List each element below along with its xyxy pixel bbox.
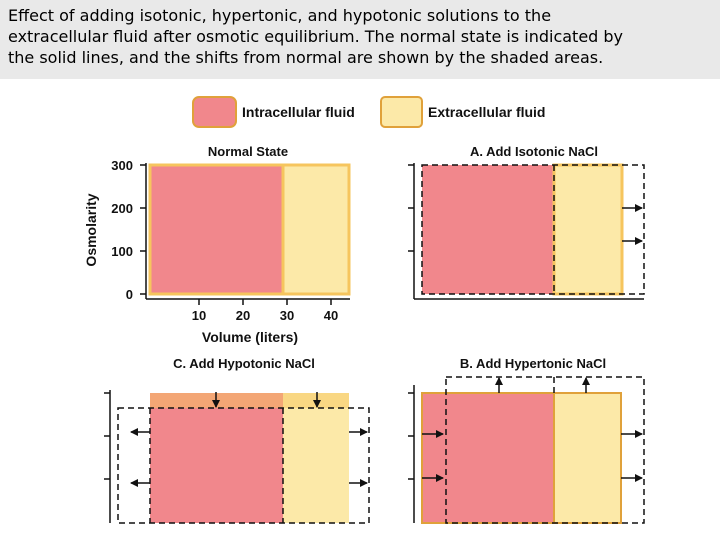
panel-isotonic: A. Add Isotonic NaCl xyxy=(408,144,645,300)
y-ticks xyxy=(104,392,110,480)
legend-label-extracellular: Extracellular fluid xyxy=(428,104,545,120)
y-axis-label: Osmolarity xyxy=(83,193,99,266)
figure-caption: Effect of adding isotonic, hypertonic, a… xyxy=(0,0,720,79)
caption-line-3: the solid lines, and the shifts from nor… xyxy=(8,48,604,67)
intracellular-block xyxy=(150,393,283,523)
y-tick-label-100: 100 xyxy=(111,244,133,259)
normal-state-outline xyxy=(150,393,349,408)
extracellular-block xyxy=(554,393,621,523)
y-ticks xyxy=(140,164,146,295)
panel-title-hypertonic: B. Add Hypertonic NaCl xyxy=(460,356,606,371)
extracellular-block xyxy=(554,165,621,294)
shifted-state-outline xyxy=(421,164,645,295)
legend-swatch-intracellular xyxy=(192,96,237,128)
y-tick-label-300: 300 xyxy=(111,158,133,173)
panel-hypertonic: B. Add Hypertonic NaCl xyxy=(408,356,645,524)
panel-title-hypotonic: C. Add Hypotonic NaCl xyxy=(173,356,315,371)
panel-title-normal: Normal State xyxy=(208,144,288,159)
y-ticks xyxy=(408,392,414,480)
x-tick-label-10: 10 xyxy=(192,308,206,323)
x-axis-label: Volume (liters) xyxy=(202,329,298,345)
legend: Intracellular fluid Extracellular fluid xyxy=(192,96,545,128)
caption-line-2: extracellular fluid after osmotic equili… xyxy=(8,27,624,46)
x-ticks xyxy=(198,299,332,305)
shifted-state-outline xyxy=(117,407,370,524)
legend-label-intracellular: Intracellular fluid xyxy=(242,104,355,120)
panel-hypotonic: C. Add Hypotonic NaCl xyxy=(104,356,370,524)
intracellular-block xyxy=(422,393,554,523)
x-tick-label-40: 40 xyxy=(324,308,338,323)
x-tick-label-30: 30 xyxy=(280,308,294,323)
y-tick-label-0: 0 xyxy=(126,287,133,302)
extracellular-block xyxy=(283,393,349,523)
x-tick-label-20: 20 xyxy=(236,308,250,323)
shifted-state-outline xyxy=(445,376,645,524)
caption-line-1: Effect of adding isotonic, hypertonic, a… xyxy=(8,6,552,25)
y-tick-label-200: 200 xyxy=(111,201,133,216)
y-ticks xyxy=(408,164,414,252)
panel-title-isotonic: A. Add Isotonic NaCl xyxy=(470,144,598,159)
legend-swatch-extracellular xyxy=(380,96,423,128)
extracellular-block xyxy=(281,163,351,296)
intracellular-block xyxy=(148,163,285,296)
panel-normal: Normal State 300 200 100 0 10 20 30 40 O… xyxy=(83,144,351,345)
intracellular-block xyxy=(422,165,554,294)
